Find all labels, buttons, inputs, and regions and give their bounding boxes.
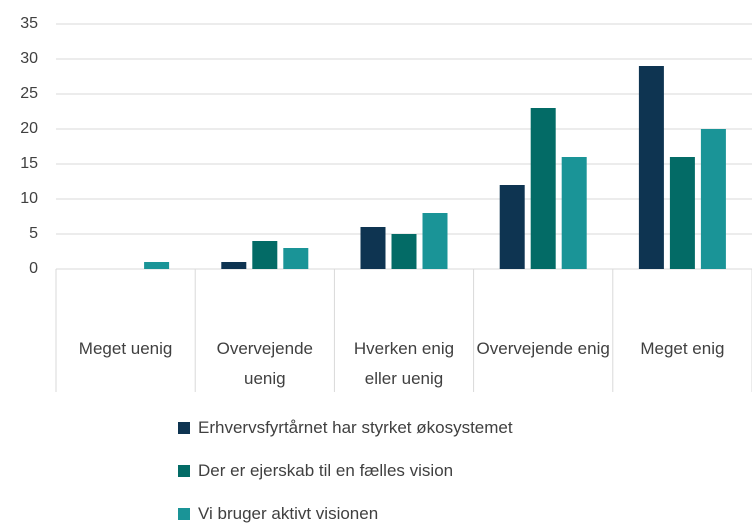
- legend-item: Vi bruger aktivt visionen: [178, 504, 378, 524]
- y-tick-label: 5: [29, 225, 38, 242]
- bar: [144, 262, 170, 269]
- bar: [391, 234, 417, 269]
- bar: [638, 66, 664, 269]
- legend-label: Der er ejerskab til en fælles vision: [198, 461, 454, 480]
- y-tick-label: 35: [20, 15, 38, 32]
- legend-swatch: [178, 465, 190, 477]
- y-tick-label: 30: [20, 50, 38, 67]
- y-tick-label: 10: [20, 190, 38, 207]
- x-tick-label: Hverken enig eller uenig: [353, 339, 455, 388]
- bar: [700, 129, 726, 269]
- x-tick-label: Meget uenig: [78, 339, 173, 358]
- bar: [561, 157, 587, 269]
- y-tick-label: 15: [20, 155, 38, 172]
- legend-item: Der er ejerskab til en fælles vision: [178, 461, 453, 481]
- bar: [252, 241, 278, 269]
- bar: [669, 157, 695, 269]
- bar: [221, 262, 247, 269]
- legend-item: Erhvervsfyrtårnet har styrket økosysteme…: [178, 418, 513, 438]
- x-tick-label: Meget enig: [640, 339, 725, 358]
- y-tick-label: 25: [20, 85, 38, 102]
- legend-label: Erhvervsfyrtårnet har styrket økosysteme…: [198, 418, 513, 437]
- bar: [422, 213, 448, 269]
- bar: [499, 185, 525, 269]
- bar: [530, 108, 556, 269]
- y-tick-label: 0: [29, 260, 38, 277]
- y-tick-label: 20: [20, 120, 38, 137]
- x-tick-label: Overvejende enig: [476, 339, 610, 358]
- legend-label: Vi bruger aktivt visionen: [198, 504, 379, 523]
- bar: [283, 248, 309, 269]
- x-tick-label: Overvejende uenig: [216, 339, 313, 388]
- legend-swatch: [178, 508, 190, 520]
- bar: [360, 227, 386, 269]
- legend-swatch: [178, 422, 190, 434]
